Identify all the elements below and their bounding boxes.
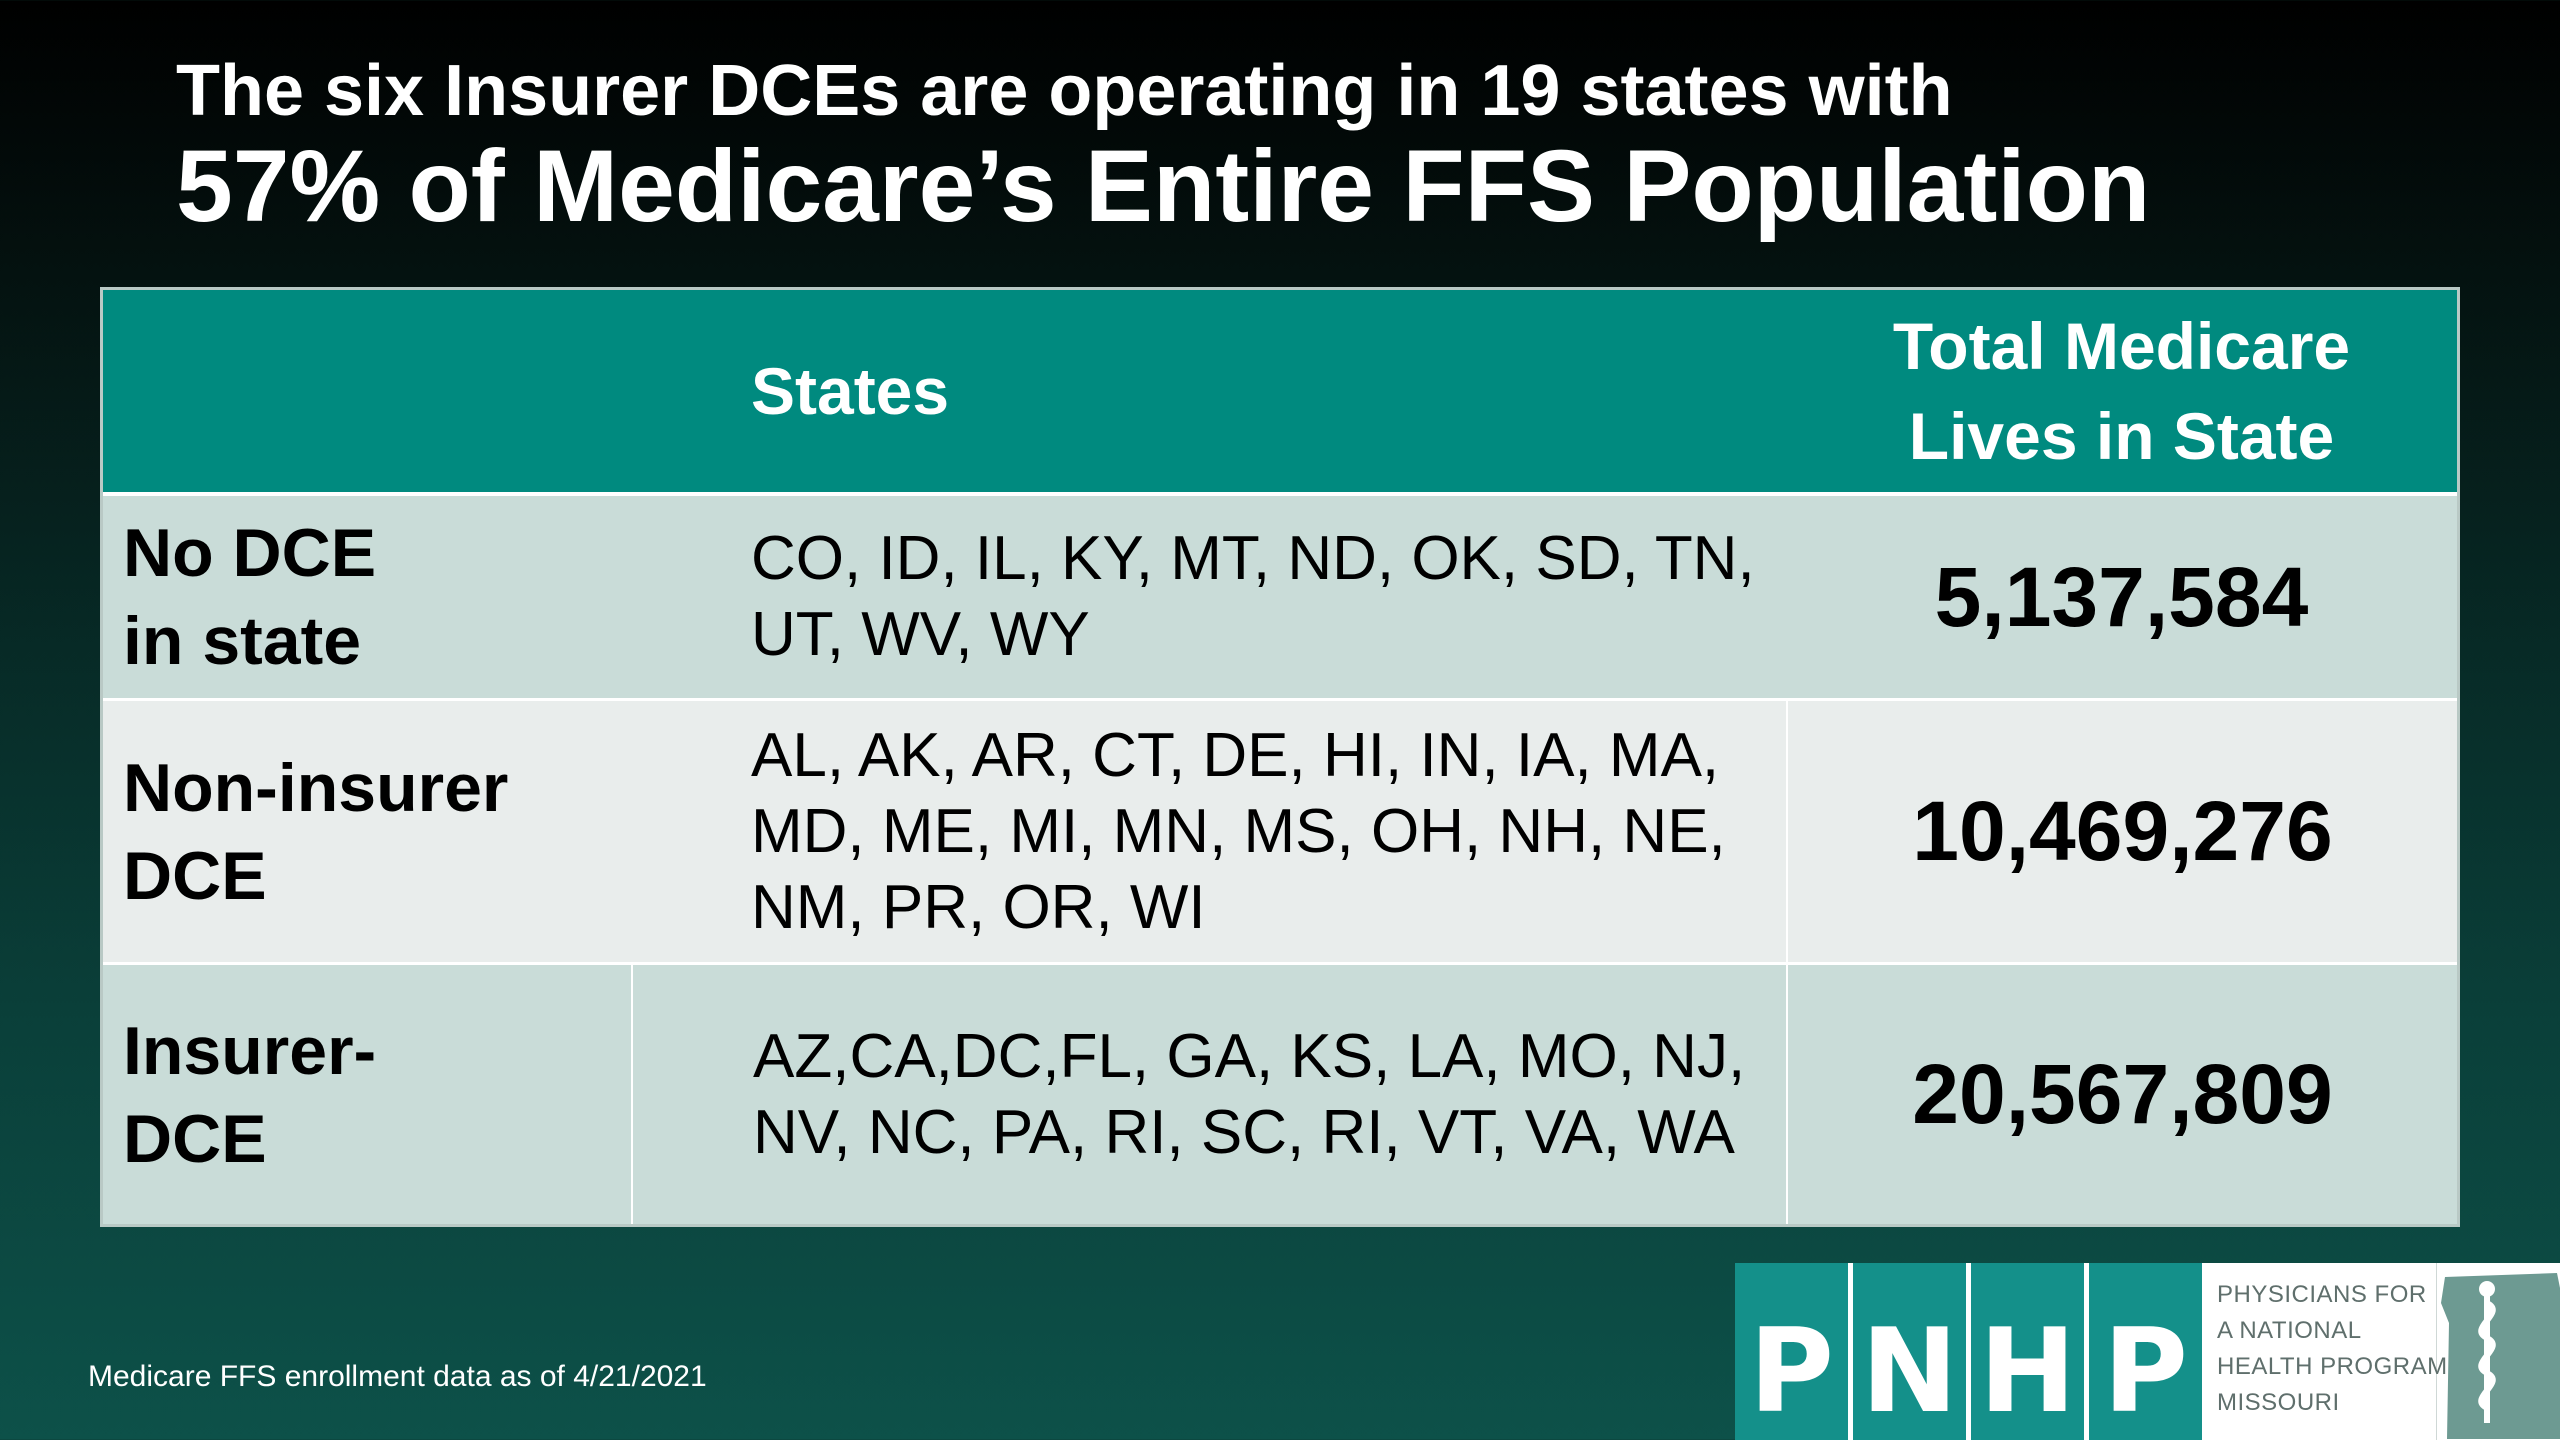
row-states-no-dce: CO, ID, IL, KY, MT, ND, OK, SD, TN, UT, … [631, 496, 1786, 701]
dce-states-table: States Total Medicare Lives in State No … [100, 287, 2460, 1227]
slide-title-line1: The six Insurer DCEs are operating in 19… [176, 51, 1953, 131]
row-label-text: Insurer-DCE [123, 1012, 377, 1177]
pnhp-missouri-logo: P N H P PHYSICIANS FOR A NATIONAL HEALTH… [1735, 1263, 2560, 1440]
logo-text-line: MISSOURI [2217, 1389, 2340, 1416]
logo-letter: H [1971, 1263, 2084, 1440]
logo-text-line: PHYSICIANS FOR [2217, 1281, 2427, 1308]
caduceus-icon [2441, 1273, 2560, 1439]
row-label-text: Non-insurer DCE [123, 749, 509, 914]
logo-letter: P [2089, 1263, 2202, 1440]
logo-letter: N [1853, 1263, 1966, 1440]
header-total-label: Total Medicare Lives in State [1892, 309, 2351, 473]
logo-letter: P [1735, 1263, 1848, 1440]
logo-text: PHYSICIANS FOR A NATIONAL HEALTH PROGRAM… [2207, 1263, 2448, 1440]
header-empty-cell [103, 290, 631, 496]
row-states-text: AL, AK, AR, CT, DE, HI, IN, IA, MA, MD, … [751, 720, 1726, 942]
row-total-non-insurer-dce: 10,469,276 [1786, 701, 2457, 965]
logo-text-line: A NATIONAL [2217, 1317, 2362, 1344]
row-label-non-insurer-dce: Non-insurer DCE [103, 701, 631, 965]
row-total-no-dce: 5,137,584 [1786, 496, 2457, 701]
row-total-insurer-dce: 20,567,809 [1786, 965, 2457, 1224]
slide-title-line2: 57% of Medicare’s Entire FFS Population [176, 129, 2151, 243]
logo-text-line: HEALTH PROGRAM [2217, 1353, 2448, 1380]
header-states: States [631, 290, 1786, 496]
row-label-no-dce: No DCE in state [103, 496, 631, 701]
row-label-text: No DCE in state [123, 515, 377, 679]
row-states-text: CO, ID, IL, KY, MT, ND, OK, SD, TN, UT, … [751, 524, 1755, 669]
row-states-non-insurer-dce: AL, AK, AR, CT, DE, HI, IN, IA, MA, MD, … [631, 701, 1786, 965]
row-label-insurer-dce: Insurer-DCE [103, 965, 631, 1224]
missouri-map-icon [2437, 1263, 2560, 1440]
row-states-insurer-dce: AZ,CA,DC,FL, GA, KS, LA, MO, NJ, NV, NC,… [631, 965, 1786, 1224]
footnote: Medicare FFS enrollment data as of 4/21/… [88, 1360, 707, 1393]
row-states-text: AZ,CA,DC,FL, GA, KS, LA, MO, NJ, NV, NC,… [753, 1021, 1746, 1167]
logo-letters: P N H P [1735, 1263, 2207, 1440]
header-total-medicare-lives: Total Medicare Lives in State [1786, 290, 2457, 496]
